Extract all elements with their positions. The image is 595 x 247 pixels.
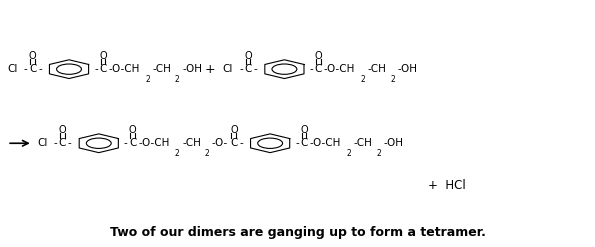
- Text: -OH: -OH: [397, 64, 418, 74]
- Text: Cl: Cl: [37, 138, 47, 148]
- Text: C: C: [315, 64, 322, 74]
- Text: O: O: [129, 125, 136, 135]
- Text: 2: 2: [145, 75, 150, 83]
- Text: 2: 2: [175, 149, 180, 158]
- Text: C: C: [245, 64, 252, 74]
- Text: O: O: [59, 125, 66, 135]
- Text: +  HCl: + HCl: [428, 179, 466, 192]
- Text: O: O: [29, 51, 36, 61]
- Text: 2: 2: [361, 75, 365, 83]
- Text: -: -: [54, 138, 57, 148]
- Text: -O-CH: -O-CH: [108, 64, 140, 74]
- Text: -CH: -CH: [368, 64, 387, 74]
- Text: 2: 2: [390, 75, 395, 83]
- Text: -OH: -OH: [182, 64, 202, 74]
- Text: -: -: [253, 64, 257, 74]
- Text: -: -: [68, 138, 71, 148]
- Text: -O-: -O-: [212, 138, 228, 148]
- Text: -O-CH: -O-CH: [324, 64, 355, 74]
- Text: -O-CH: -O-CH: [138, 138, 170, 148]
- Text: -: -: [94, 64, 98, 74]
- Text: O: O: [315, 51, 322, 61]
- Text: -O-CH: -O-CH: [309, 138, 341, 148]
- Text: C: C: [129, 138, 136, 148]
- Text: O: O: [300, 125, 308, 135]
- Text: C: C: [59, 138, 66, 148]
- Text: +: +: [204, 63, 215, 76]
- Text: C: C: [230, 138, 237, 148]
- Text: -: -: [309, 64, 313, 74]
- Text: C: C: [300, 138, 308, 148]
- Text: -: -: [38, 64, 42, 74]
- Text: Two of our dimers are ganging up to form a tetramer.: Two of our dimers are ganging up to form…: [109, 226, 486, 239]
- Text: 2: 2: [376, 149, 381, 158]
- Text: -: -: [239, 138, 243, 148]
- Text: -CH: -CH: [182, 138, 201, 148]
- Text: O: O: [245, 51, 252, 61]
- Text: O: O: [230, 125, 237, 135]
- Text: 2: 2: [175, 75, 180, 83]
- Text: 2: 2: [346, 149, 351, 158]
- Text: O: O: [99, 51, 107, 61]
- Text: -CH: -CH: [353, 138, 372, 148]
- Text: C: C: [29, 64, 36, 74]
- Text: -: -: [124, 138, 127, 148]
- Text: Cl: Cl: [223, 64, 233, 74]
- Text: 2: 2: [205, 149, 209, 158]
- Text: -: -: [295, 138, 299, 148]
- Text: -: -: [239, 64, 243, 74]
- Text: -CH: -CH: [152, 64, 171, 74]
- Text: Cl: Cl: [7, 64, 17, 74]
- Text: -OH: -OH: [383, 138, 403, 148]
- Text: C: C: [99, 64, 107, 74]
- Text: -: -: [24, 64, 27, 74]
